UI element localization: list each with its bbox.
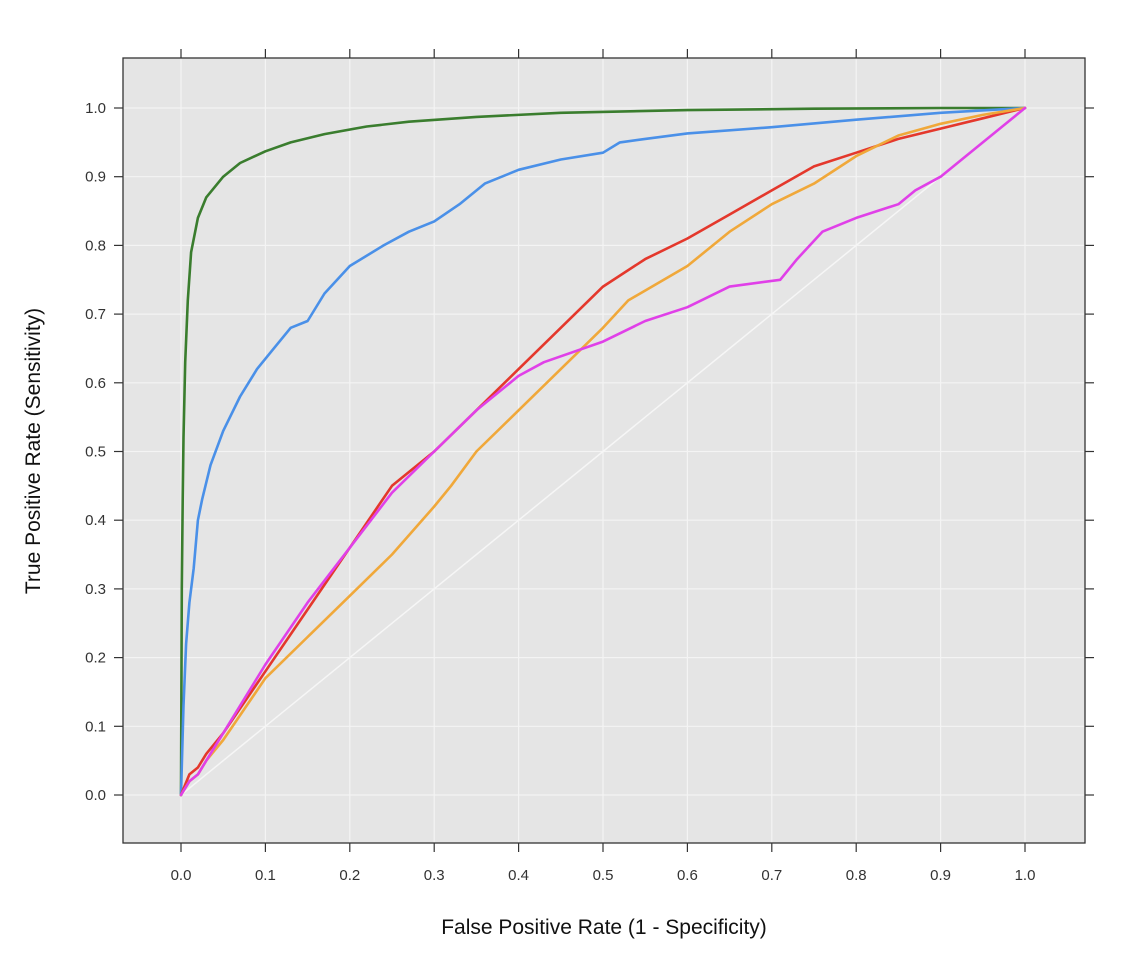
y-tick-label: 0.2 [85, 650, 106, 667]
plot-border [122, 57, 1086, 844]
plot-frame [122, 57, 1086, 844]
axis-ticks [114, 49, 1094, 852]
x-tick-label: 1.0 [1015, 867, 1036, 884]
y-tick-label: 0.0 [85, 787, 106, 804]
y-tick-label: 0.8 [85, 237, 106, 254]
series-line-1 [179, 106, 1027, 797]
diagonal-line [180, 107, 1026, 796]
y-tick-label: 0.6 [85, 375, 106, 392]
series-lines [179, 106, 1027, 797]
y-tick-label: 0.4 [85, 512, 106, 529]
x-tick-label: 0.6 [677, 867, 698, 884]
series-line-2 [179, 106, 1027, 797]
y-tick-label: 1.0 [85, 100, 106, 117]
x-tick-label: 0.0 [171, 867, 192, 884]
grid [123, 58, 1085, 843]
x-axis-title: False Positive Rate (1 - Specificity) [441, 916, 767, 939]
reference-diagonal [180, 107, 1026, 796]
x-tick-label: 0.4 [508, 867, 529, 884]
x-tick-labels: 0.0 0.1 0.2 0.3 0.4 0.5 0.6 0.7 0.8 0.9 1.0 [171, 867, 1036, 884]
y-tick-label: 0.3 [85, 581, 106, 598]
y-axis-title: True Positive Rate (Sensitivity) [22, 308, 45, 594]
x-tick-label: 0.5 [593, 867, 614, 884]
x-tick-label: 0.7 [761, 867, 782, 884]
y-tick-label: 0.9 [85, 169, 106, 186]
y-tick-labels: 0.0 0.1 0.2 0.3 0.4 0.5 0.6 0.7 0.8 0.9 1.0 [85, 100, 106, 804]
y-tick-label: 0.7 [85, 306, 106, 323]
series-line-5 [179, 106, 1027, 797]
x-tick-label: 0.3 [424, 867, 445, 884]
x-tick-label: 0.1 [255, 867, 276, 884]
x-tick-label: 0.2 [339, 867, 360, 884]
y-tick-label: 0.5 [85, 444, 106, 461]
x-tick-label: 0.9 [930, 867, 951, 884]
y-tick-label: 0.1 [85, 718, 106, 735]
series-line-4 [179, 106, 1027, 797]
x-tick-label: 0.8 [846, 867, 867, 884]
